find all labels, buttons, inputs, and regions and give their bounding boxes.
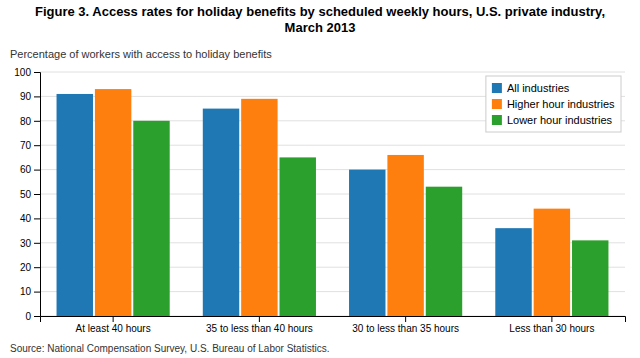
y-tick: 20 [20, 262, 40, 273]
y-tick-label: 30 [20, 238, 32, 249]
legend-swatch [492, 115, 502, 125]
chart-container: Figure 3. Access rates for holiday benef… [0, 0, 640, 358]
x-axis-line [41, 317, 626, 323]
x-tick-label: At least 40 hours [76, 323, 151, 334]
y-tick: 10 [20, 286, 40, 297]
title: Figure 3. Access rates for holiday benef… [35, 4, 605, 35]
y-tick: 60 [20, 164, 40, 175]
y-tick-label: 20 [20, 262, 32, 273]
y-tick-label: 50 [20, 189, 32, 200]
text-line: March 2013 [285, 20, 356, 35]
y-tick-label: 100 [14, 67, 31, 78]
y-tick: 80 [20, 116, 40, 127]
x-tick-label: 35 to less than 40 hours [206, 323, 313, 334]
legend-item: Lower hour industries [492, 114, 613, 126]
source-note: Source: National Compensation Survey, U.… [10, 343, 329, 354]
y-tick-line [34, 292, 40, 293]
x-tick-line [259, 316, 260, 322]
y-tick-label: 60 [20, 164, 32, 175]
x-tick-line [405, 316, 406, 322]
text-line: Figure 3. Access rates for holiday benef… [35, 4, 605, 19]
grid-line [40, 72, 625, 73]
y-tick-label: 0 [25, 311, 31, 322]
bar [495, 228, 531, 316]
bar [426, 187, 462, 316]
legend: All industries Higher hour industries Lowe… [486, 76, 621, 132]
grid [40, 72, 625, 316]
bar [572, 240, 608, 316]
x-tick: 35 to less than 40 hours [206, 316, 313, 334]
bar [95, 89, 131, 316]
x-tick: At least 40 hours [76, 316, 151, 334]
y-tick-label: 40 [20, 213, 32, 224]
bar [203, 109, 239, 316]
y-tick-line [34, 96, 40, 97]
bar [349, 170, 385, 316]
bar [534, 209, 570, 316]
legend-label: Higher hour industries [507, 98, 615, 110]
y-tick-label: 90 [20, 91, 32, 102]
legend-label: Lower hour industries [507, 114, 613, 126]
x-tick-label: 30 to less than 35 hours [352, 323, 459, 334]
y-tick: 90 [20, 91, 40, 102]
legend-item: Higher hour industries [492, 98, 615, 110]
legend-swatch [492, 83, 502, 93]
y-tick: 50 [20, 189, 40, 200]
x-tick-label: Less than 30 hours [509, 323, 594, 334]
y-axis: 0 10 20 30 40 50 60 70 80 90 100 [14, 67, 40, 322]
x-axis: At least 40 hours 35 to less than 40 hour… [41, 316, 626, 334]
y-tick: 100 [14, 67, 40, 78]
bar [280, 157, 316, 316]
y-tick-label: 80 [20, 116, 32, 127]
legend-swatch [492, 99, 502, 109]
y-tick-line [34, 145, 40, 146]
y-tick: 30 [20, 238, 40, 249]
y-tick-label: 10 [20, 286, 32, 297]
bar [241, 99, 277, 316]
y-tick-line [34, 218, 40, 219]
legend-items: All industries Higher hour industries Lowe… [492, 82, 615, 126]
y-axis-line [34, 73, 41, 317]
bar [57, 94, 93, 316]
y-tick-line [34, 194, 40, 195]
y-axis-label: Percentage of workers with access to hol… [10, 48, 272, 60]
bar [133, 121, 169, 316]
x-tick: Less than 30 hours [509, 316, 594, 334]
legend-item: All industries [492, 82, 570, 94]
text-line: Percentage of workers with access to hol… [10, 48, 272, 60]
x-tick-line [551, 316, 552, 322]
y-tick: 40 [20, 213, 40, 224]
legend-box [486, 76, 621, 132]
x-tick-line [113, 316, 114, 322]
y-tick-line [34, 267, 40, 268]
y-tick-line [34, 72, 40, 73]
y-tick-line [34, 170, 40, 171]
plot: 0 10 20 30 40 50 60 70 80 90 100 At least 40 hours 3… [14, 67, 625, 334]
y-tick-line [34, 121, 40, 122]
chart: Figure 3. Access rates for holiday benef… [0, 0, 640, 358]
x-tick: 30 to less than 35 hours [352, 316, 459, 334]
y-tick: 70 [20, 140, 40, 151]
bar [387, 155, 423, 316]
y-tick-line [34, 316, 40, 317]
bar-series [95, 89, 570, 316]
y-tick: 0 [25, 311, 40, 322]
y-tick-line [34, 243, 40, 244]
bar-series [133, 121, 608, 316]
y-tick-label: 70 [20, 140, 32, 151]
legend-label: All industries [507, 82, 570, 94]
